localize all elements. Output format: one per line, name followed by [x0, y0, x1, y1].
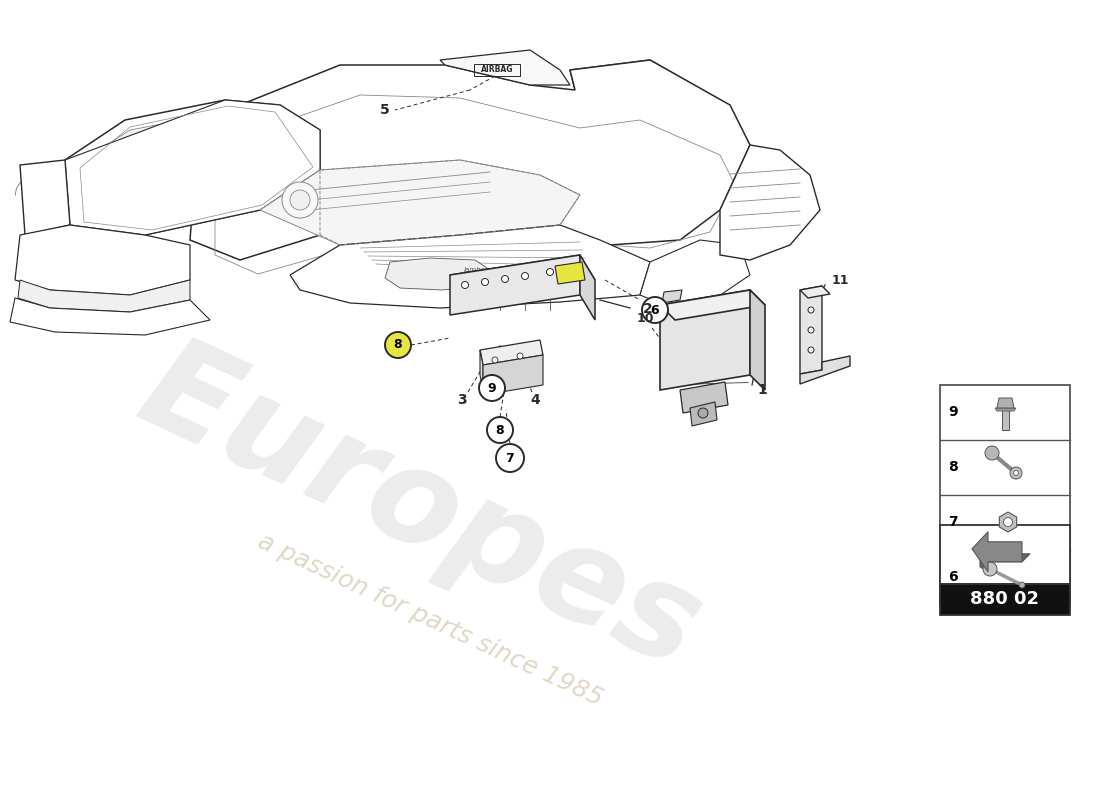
Polygon shape [580, 73, 710, 118]
Bar [474, 64, 520, 76]
Text: 9: 9 [948, 405, 958, 419]
Text: 7: 7 [506, 451, 515, 465]
Text: 880 02: 880 02 [970, 590, 1040, 608]
Polygon shape [580, 255, 595, 320]
Text: 5: 5 [381, 103, 389, 117]
Circle shape [496, 444, 524, 472]
Polygon shape [680, 382, 728, 413]
Circle shape [547, 269, 553, 275]
Text: 7: 7 [948, 515, 958, 529]
Text: AIRBAG: AIRBAG [481, 66, 514, 74]
Text: 6: 6 [651, 303, 659, 317]
Text: 3: 3 [458, 393, 466, 407]
Circle shape [808, 347, 814, 353]
Circle shape [984, 446, 999, 460]
Text: a passion for parts since 1985: a passion for parts since 1985 [254, 530, 606, 710]
Polygon shape [996, 408, 1016, 411]
Text: 11: 11 [832, 274, 849, 286]
Polygon shape [720, 145, 820, 260]
Text: 8: 8 [496, 423, 504, 437]
Polygon shape [65, 100, 320, 235]
Circle shape [1019, 582, 1025, 588]
Polygon shape [800, 286, 830, 298]
Polygon shape [660, 290, 750, 390]
Polygon shape [440, 50, 570, 85]
Polygon shape [556, 262, 585, 284]
Polygon shape [997, 398, 1014, 408]
Polygon shape [800, 286, 822, 374]
Bar [1002, 410, 1009, 430]
Polygon shape [75, 112, 312, 230]
Circle shape [385, 332, 411, 358]
Circle shape [566, 265, 573, 271]
Polygon shape [972, 549, 1030, 572]
Circle shape [502, 275, 508, 282]
Text: 2: 2 [644, 302, 652, 316]
Polygon shape [480, 340, 543, 365]
Text: 8: 8 [394, 338, 403, 351]
Text: 9: 9 [487, 382, 496, 394]
Circle shape [478, 375, 505, 401]
Circle shape [983, 562, 997, 576]
Polygon shape [450, 255, 595, 300]
Circle shape [1013, 470, 1019, 475]
Polygon shape [483, 355, 543, 395]
Text: 4: 4 [530, 393, 540, 407]
Circle shape [492, 357, 498, 363]
Bar [940, 385, 1070, 605]
Polygon shape [999, 512, 1016, 532]
Polygon shape [690, 402, 717, 426]
Circle shape [290, 190, 310, 210]
Circle shape [462, 282, 469, 289]
Polygon shape [640, 240, 750, 307]
Circle shape [487, 417, 513, 443]
Text: 10: 10 [636, 311, 653, 325]
Circle shape [698, 408, 708, 418]
Polygon shape [15, 225, 190, 295]
Circle shape [282, 182, 318, 218]
Polygon shape [750, 290, 764, 390]
Polygon shape [570, 60, 721, 115]
Polygon shape [385, 258, 490, 290]
Circle shape [521, 273, 528, 279]
Polygon shape [662, 290, 682, 303]
Polygon shape [290, 225, 650, 308]
Polygon shape [660, 290, 764, 320]
Polygon shape [480, 350, 483, 390]
Circle shape [482, 278, 488, 286]
Text: Europes: Europes [120, 325, 719, 695]
Bar [940, 525, 1070, 583]
Text: 1: 1 [757, 383, 767, 397]
Polygon shape [450, 255, 580, 315]
Polygon shape [65, 100, 320, 235]
Bar [940, 583, 1070, 615]
Polygon shape [972, 532, 1022, 572]
Polygon shape [800, 356, 850, 384]
Circle shape [1010, 467, 1022, 479]
Text: lamborghini: lamborghini [464, 267, 506, 273]
Circle shape [808, 307, 814, 313]
Polygon shape [20, 160, 70, 235]
Circle shape [642, 297, 668, 323]
Circle shape [517, 353, 522, 359]
Text: 6: 6 [948, 570, 958, 584]
Polygon shape [260, 160, 580, 245]
Polygon shape [10, 298, 210, 335]
Circle shape [808, 327, 814, 333]
Circle shape [1003, 518, 1012, 526]
Text: 8: 8 [948, 460, 958, 474]
Polygon shape [18, 280, 190, 312]
Polygon shape [190, 60, 750, 260]
